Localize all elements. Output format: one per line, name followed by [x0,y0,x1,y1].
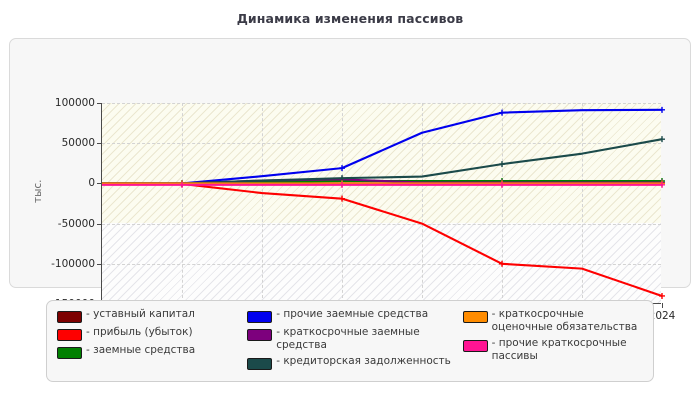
y-axis-tick-label: 0 [88,177,95,190]
legend-item-label: - краткосрочные оценочные обязательства [491,308,638,333]
series-marker [659,292,665,299]
legend-zaemnye-sredstva[interactable]: - заемные средства [57,344,247,359]
series-marker [659,181,665,188]
series-line [101,182,663,297]
legend-column: - краткосрочные оценочные обязательства -… [462,308,647,381]
chart-legend: - уставный капитал - прибыль (убыток) - за… [46,300,654,382]
series-marker [499,181,505,188]
y-axis-tick-mark [97,263,102,265]
legend-item-label: - кредиторская задолженность [276,355,451,367]
legend-item-label: - краткосрочные заемные средства [276,326,420,351]
series-line [102,108,663,185]
legend-color-swatch [57,311,82,323]
legend-item-label: - прочие краткосрочные пассивы [491,337,627,362]
legend-kreditorskaya-zadolzhennost[interactable]: - кредиторская задолженность [247,355,462,370]
series-marker [339,181,345,188]
legend-prochie-zaemnye-sredstva[interactable]: - прочие заемные средства [247,308,462,323]
series-marker [499,109,505,116]
legend-kratkosrochnye-ocenochnye-obyazatelstva[interactable]: - краткосрочные оценочные обязательства [462,308,647,334]
legend-color-swatch [57,347,82,359]
legend-item-label: - заемные средства [86,344,196,356]
legend-item-label: - прочие заемные средства [276,308,429,320]
legend-color-swatch [247,311,273,323]
plot-area: 100000500000-50000-100000-15000020172018… [51,97,675,322]
y-axis-tick-mark [97,183,102,185]
legend-item-label: - уставный капитал [86,308,195,320]
y-axis-label: тыс. [32,179,44,203]
series-marker [499,161,505,168]
legend-column: - уставный капитал - прибыль (убыток) - за… [57,308,247,381]
series-marker [339,175,345,182]
y-axis-tick-mark [97,143,102,145]
legend-ustavnyy-kapital[interactable]: - уставный капитал [57,308,247,323]
legend-color-swatch [462,340,488,352]
series-marker [179,181,185,188]
y-axis-tick-label: 100000 [54,97,95,109]
page-title: Динамика изменения пассивов [236,11,464,26]
series-marker [499,260,505,267]
y-axis-tick-mark [97,103,102,104]
legend-kratkosrochnye-zaemnye-sredstva[interactable]: - краткосрочные заемные средства [247,326,462,352]
legend-color-swatch [247,358,273,370]
legend-prochie-kratkosrochnye-passivy[interactable]: - прочие краткосрочные пассивы [462,337,647,363]
series-layer [101,106,665,299]
x-axis-tick-mark [662,303,663,308]
legend-color-swatch [462,311,488,323]
y-axis-tick-label: -50000 [57,217,95,230]
y-axis-tick-mark [97,223,102,225]
legend-color-swatch [57,329,82,341]
series-marker [659,136,665,143]
legend-column: - прочие заемные средства - краткосрочные… [247,308,462,381]
chart-panel: тыс. 100000500000-50000-100000-150000201… [9,38,691,322]
series-marker [339,195,345,202]
legend-color-swatch [247,329,273,341]
y-axis-tick-label: 50000 [61,137,95,150]
series-marker [339,165,345,172]
legend-pribyl-ubytok[interactable]: - прибыль (убыток) [57,326,247,341]
x-axis-tick-label: 2024 [648,310,676,322]
series-marker [659,106,665,113]
y-axis-tick-label: -100000 [51,257,95,270]
legend-item-label: - прибыль (убыток) [86,326,193,338]
series-line [102,138,663,185]
